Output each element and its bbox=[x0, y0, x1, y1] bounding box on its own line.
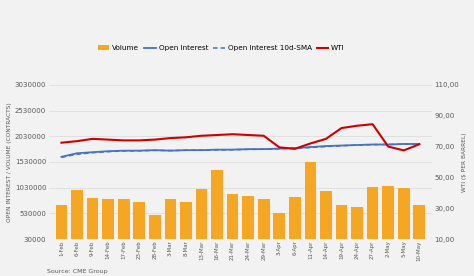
Bar bbox=[398, 188, 410, 241]
Bar bbox=[164, 200, 176, 241]
Bar bbox=[413, 205, 425, 241]
Bar bbox=[351, 207, 363, 241]
Bar bbox=[118, 200, 129, 241]
Bar bbox=[133, 202, 145, 241]
Y-axis label: OPEN INTEREST / VOLUME (CONTRACTS): OPEN INTEREST / VOLUME (CONTRACTS) bbox=[7, 102, 12, 222]
Bar bbox=[55, 205, 67, 241]
Bar bbox=[149, 215, 161, 241]
Bar bbox=[273, 213, 285, 241]
Text: Source: CME Group: Source: CME Group bbox=[47, 269, 108, 274]
Bar bbox=[211, 170, 223, 241]
Legend: Volume, Open Interest, Open Interest 10d-SMA, WTI: Volume, Open Interest, Open Interest 10d… bbox=[98, 45, 345, 51]
Bar bbox=[87, 198, 99, 241]
Bar bbox=[383, 185, 394, 241]
Bar bbox=[180, 202, 192, 241]
Bar bbox=[71, 190, 83, 241]
Bar bbox=[196, 189, 207, 241]
Bar bbox=[289, 197, 301, 241]
Bar bbox=[336, 205, 347, 241]
Bar bbox=[242, 196, 254, 241]
Bar bbox=[367, 187, 378, 241]
Y-axis label: WTI ($ PER BARREL): WTI ($ PER BARREL) bbox=[462, 132, 467, 192]
Bar bbox=[227, 194, 238, 241]
Bar bbox=[258, 200, 270, 241]
Bar bbox=[102, 200, 114, 241]
Bar bbox=[305, 162, 316, 241]
Bar bbox=[320, 191, 332, 241]
